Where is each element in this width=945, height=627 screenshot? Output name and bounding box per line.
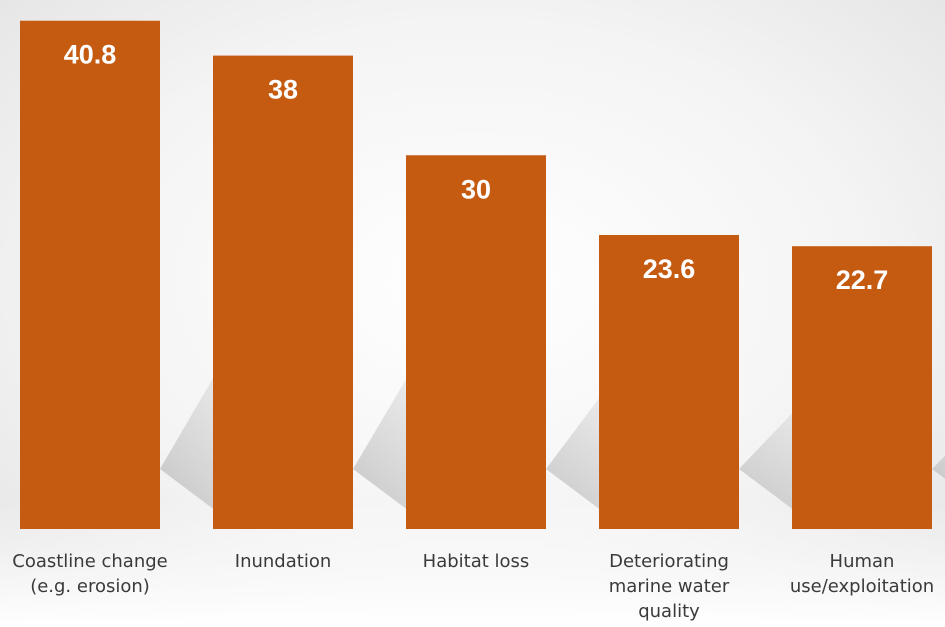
bar-value-label: 38 xyxy=(268,75,298,105)
bar-value-label: 40.8 xyxy=(64,40,117,70)
category-label-line: Deteriorating xyxy=(609,551,729,572)
category-label-line: Habitat loss xyxy=(423,551,530,572)
bar xyxy=(20,20,160,529)
bar-value-label: 22.7 xyxy=(836,265,889,295)
bars-group xyxy=(20,20,932,530)
category-label: Habitat loss xyxy=(423,551,530,572)
category-label-line: marine water xyxy=(609,576,730,597)
category-label-line: Coastline change xyxy=(12,551,168,572)
bar xyxy=(792,246,932,530)
bar-value-label: 30 xyxy=(461,174,491,204)
bar xyxy=(213,55,353,529)
category-label-line: use/exploitation xyxy=(790,576,934,597)
category-label-line: quality xyxy=(638,601,700,622)
category-label: Human use/exploitation xyxy=(790,551,934,597)
value-labels-group: 40.8 38 30 23.6 22.7 xyxy=(64,40,889,295)
bar xyxy=(406,155,546,529)
bar-value-label: 23.6 xyxy=(643,254,696,284)
category-label: Deteriorating marine water quality xyxy=(609,551,730,622)
category-label-line: (e.g. erosion) xyxy=(30,576,150,597)
category-label: Coastline change (e.g. erosion) xyxy=(12,551,168,597)
category-labels-group: Coastline change (e.g. erosion) Inundation… xyxy=(12,551,934,622)
bar xyxy=(599,234,739,529)
category-label: Inundation xyxy=(235,551,331,572)
category-label-line: Human xyxy=(830,551,895,572)
bar-shadow xyxy=(932,455,945,479)
category-label-line: Inundation xyxy=(235,551,331,572)
